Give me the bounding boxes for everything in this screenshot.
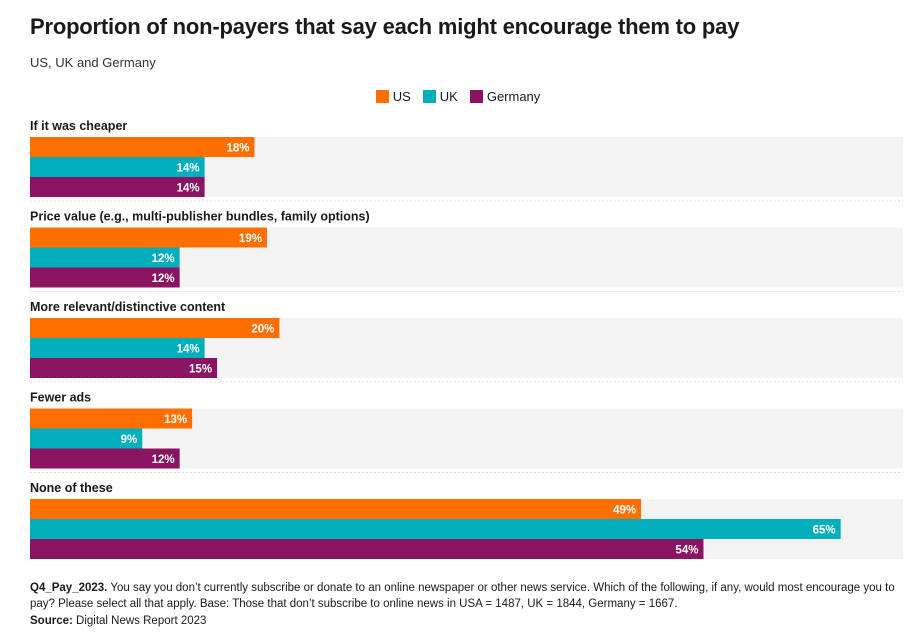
legend-item-germany: Germany xyxy=(469,89,541,104)
data-label: 9% xyxy=(121,434,138,446)
source-label: Source: xyxy=(30,615,73,627)
bar xyxy=(30,318,280,338)
data-label: 12% xyxy=(152,273,175,285)
data-label: 65% xyxy=(813,525,836,537)
data-label: 12% xyxy=(152,253,175,265)
data-label: 15% xyxy=(189,364,212,376)
legend-item-uk: UK xyxy=(422,89,458,104)
legend-label-uk: UK xyxy=(439,89,458,104)
chart-title: Proportion of non-payers that say each m… xyxy=(30,14,740,39)
data-label: 14% xyxy=(177,183,200,195)
legend-swatch-germany xyxy=(469,90,483,103)
legend-swatch-uk xyxy=(422,90,436,103)
data-label: 20% xyxy=(251,324,274,336)
bar xyxy=(30,428,143,449)
category-label: More relevant/distinctive content xyxy=(30,300,226,314)
bar xyxy=(30,448,180,469)
legend-label-us: US xyxy=(392,89,411,104)
bar xyxy=(30,177,205,197)
bar xyxy=(30,519,841,539)
data-label: 18% xyxy=(226,143,249,155)
data-label: 19% xyxy=(239,233,262,245)
footnote-text: You say you don’t currently subscribe or… xyxy=(30,582,895,610)
data-label: 13% xyxy=(164,414,187,426)
bar xyxy=(30,358,218,378)
bar xyxy=(30,338,205,358)
legend-item-us: US xyxy=(375,89,411,104)
legend: US UK Germany xyxy=(0,89,916,104)
footnote: Q4_Pay_2023. You say you don’t currently… xyxy=(30,580,900,612)
bar xyxy=(30,408,193,429)
bar xyxy=(30,157,205,177)
bar xyxy=(30,267,180,288)
footnote-code: Q4_Pay_2023. xyxy=(30,582,108,594)
category-label: Fewer ads xyxy=(30,391,91,405)
data-label: 54% xyxy=(675,545,698,557)
data-label: 14% xyxy=(177,163,200,175)
data-label: 12% xyxy=(152,454,175,466)
bar xyxy=(30,499,642,519)
bar xyxy=(30,539,704,559)
legend-label-germany: Germany xyxy=(486,89,541,104)
category-label: If it was cheaper xyxy=(30,119,127,133)
source-text: Digital News Report 2023 xyxy=(72,615,207,627)
category-label: Price value (e.g., multi-publisher bundl… xyxy=(30,210,370,224)
category-label: None of these xyxy=(30,481,113,495)
data-label: 49% xyxy=(613,505,636,517)
data-label: 14% xyxy=(177,344,200,356)
bar xyxy=(30,137,255,157)
bar xyxy=(30,227,267,248)
legend-swatch-us xyxy=(375,90,389,103)
chart-subtitle: US, UK and Germany xyxy=(30,55,156,70)
source-note: Source: Digital News Report 2023 xyxy=(30,615,206,627)
bar-chart: If it was cheaper 18% 14% 14% Price value (e… xyxy=(30,119,903,559)
bar xyxy=(30,247,180,268)
